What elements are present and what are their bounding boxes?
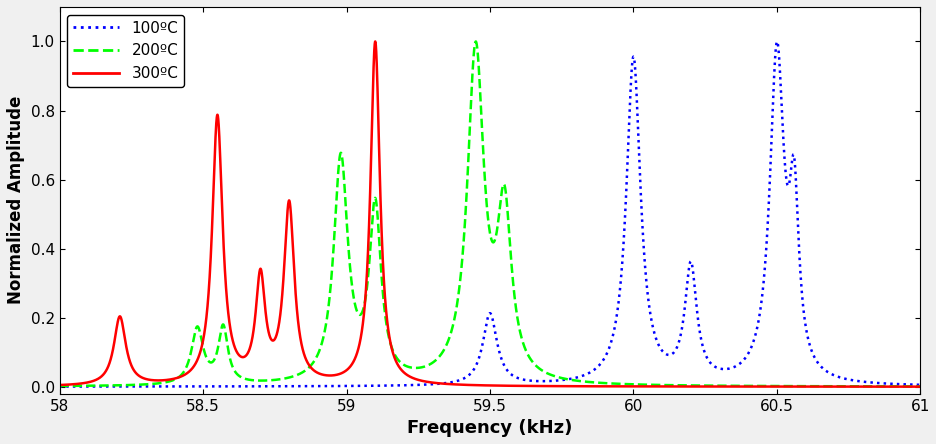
X-axis label: Frequency (kHz): Frequency (kHz) bbox=[407, 419, 572, 437]
300ºC bbox=[914, 384, 925, 389]
100ºC bbox=[902, 382, 914, 387]
300ºC bbox=[441, 381, 452, 387]
100ºC bbox=[54, 384, 66, 389]
300ºC bbox=[801, 384, 812, 389]
100ºC bbox=[603, 346, 614, 351]
200ºC bbox=[603, 381, 614, 386]
100ºC bbox=[441, 381, 452, 386]
Y-axis label: Normalized Amplitude: Normalized Amplitude bbox=[7, 96, 25, 305]
200ºC bbox=[470, 39, 481, 44]
200ºC bbox=[914, 384, 925, 389]
200ºC bbox=[441, 342, 452, 347]
200ºC bbox=[912, 384, 923, 389]
100ºC bbox=[825, 372, 836, 377]
Line: 200ºC: 200ºC bbox=[60, 41, 919, 386]
200ºC bbox=[902, 384, 914, 389]
300ºC bbox=[369, 39, 380, 44]
300ºC bbox=[603, 384, 614, 389]
200ºC bbox=[54, 383, 66, 388]
200ºC bbox=[801, 384, 812, 389]
Line: 100ºC: 100ºC bbox=[60, 41, 919, 387]
300ºC bbox=[54, 382, 66, 388]
100ºC bbox=[801, 334, 812, 339]
300ºC bbox=[902, 384, 914, 389]
100ºC bbox=[770, 39, 782, 44]
Line: 300ºC: 300ºC bbox=[60, 41, 919, 387]
Legend: 100ºC, 200ºC, 300ºC: 100ºC, 200ºC, 300ºC bbox=[67, 15, 184, 87]
300ºC bbox=[912, 384, 923, 389]
300ºC bbox=[825, 384, 836, 389]
100ºC bbox=[912, 382, 923, 388]
100ºC bbox=[914, 382, 925, 388]
200ºC bbox=[825, 384, 836, 389]
